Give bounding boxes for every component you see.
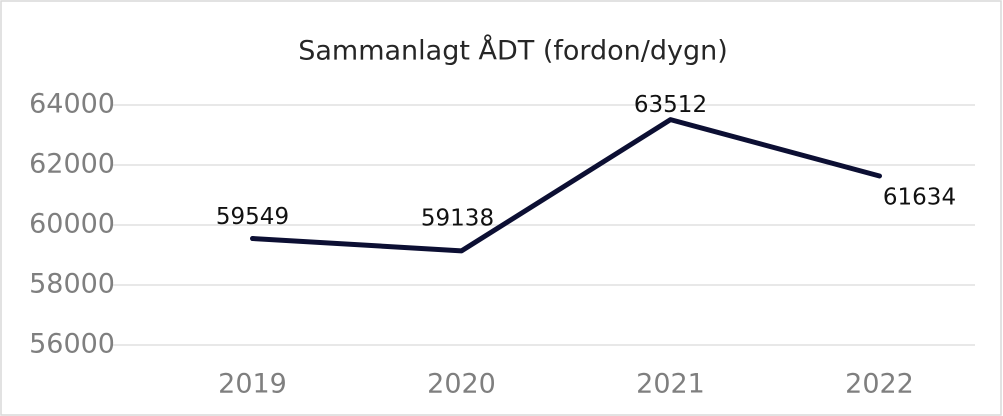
y-tick-label: 58000 (29, 269, 115, 300)
y-tick-label: 60000 (29, 209, 115, 240)
chart-title: Sammanlagt ÅDT (fordon/dygn) (298, 35, 728, 67)
data-label: 61634 (883, 184, 956, 210)
y-tick-label: 62000 (29, 149, 115, 180)
x-tick-label: 2019 (218, 369, 287, 400)
x-tick-label: 2021 (636, 369, 705, 400)
data-label: 59138 (421, 205, 494, 231)
y-tick-label: 64000 (29, 89, 115, 120)
x-tick-label: 2022 (845, 369, 914, 400)
x-tick-label: 2020 (427, 369, 496, 400)
line (250, 117, 882, 254)
data-label: 59549 (216, 204, 289, 230)
data-label: 63512 (634, 92, 707, 118)
y-tick-label: 56000 (29, 329, 115, 360)
